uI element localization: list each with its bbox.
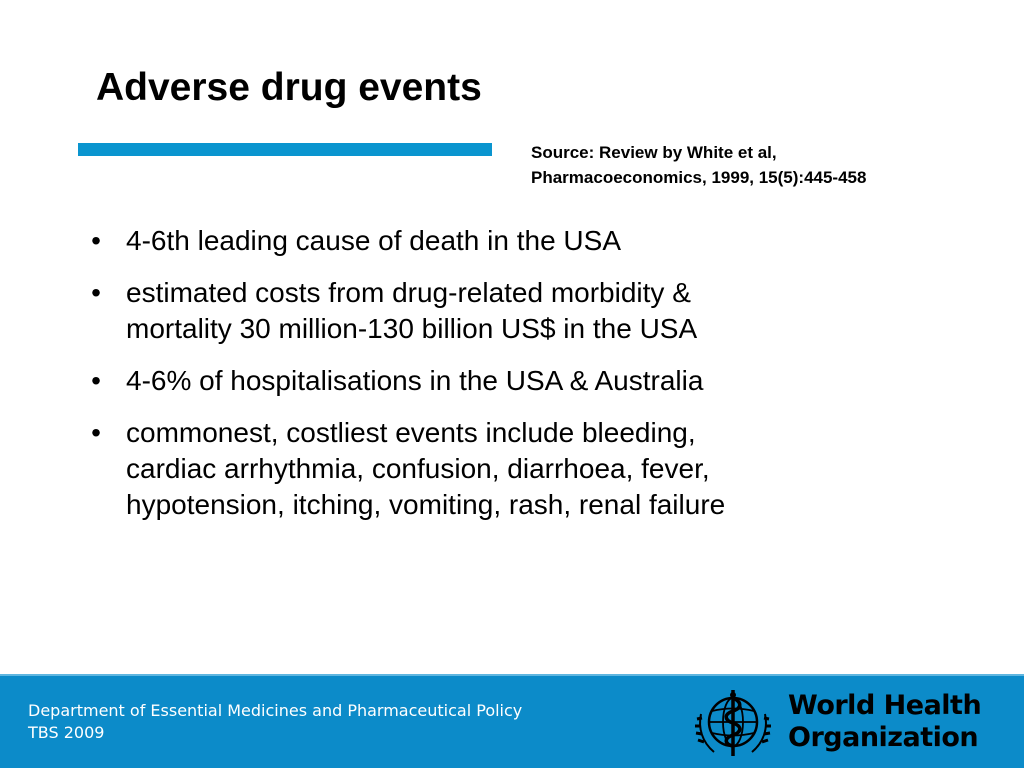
- who-wordmark-line-2: Organization: [788, 722, 979, 753]
- bullet-text: commonest, costliest events include blee…: [126, 417, 696, 448]
- bullet-item: • commonest, costliest events include bl…: [86, 415, 946, 523]
- bullet-text: estimated costs from drug-related morbid…: [126, 277, 691, 308]
- bullet-item: • 4-6% of hospitalisations in the USA & …: [86, 363, 946, 399]
- footer-department: Department of Essential Medicines and Ph…: [28, 700, 522, 744]
- footer-date-line: TBS 2009: [28, 723, 105, 742]
- who-wordmark: World Health Organization: [788, 690, 982, 754]
- bullet-dot: •: [91, 225, 101, 256]
- bullet-item: • estimated costs from drug-related morb…: [86, 275, 946, 347]
- source-citation: Source: Review by White et al, Pharmacoe…: [531, 140, 1011, 190]
- who-logo: World Health Organization: [694, 684, 984, 762]
- source-line-2: Pharmacoeconomics, 1999, 15(5):445-458: [531, 168, 867, 187]
- bullet-text: hypotension, itching, vomiting, rash, re…: [126, 489, 726, 520]
- footer-department-line: Department of Essential Medicines and Ph…: [28, 701, 523, 720]
- bullet-dot: •: [91, 365, 101, 396]
- bullet-text: mortality 30 million-130 billion US$ in …: [126, 313, 698, 344]
- source-line-1: Source: Review by White et al,: [531, 143, 777, 162]
- bullet-item: • 4-6th leading cause of death in the US…: [86, 223, 946, 259]
- footer-band: Department of Essential Medicines and Ph…: [0, 674, 1024, 768]
- bullet-text: 4-6% of hospitalisations in the USA & Au…: [126, 365, 704, 396]
- title-accent-bar: [78, 143, 492, 156]
- footer-divider: [0, 674, 1024, 676]
- bullet-text: cardiac arrhythmia, confusion, diarrhoea…: [126, 453, 710, 484]
- slide-title: Adverse drug events: [96, 66, 482, 109]
- bullet-list: • 4-6th leading cause of death in the US…: [86, 223, 946, 539]
- bullet-dot: •: [91, 417, 101, 448]
- bullet-dot: •: [91, 277, 101, 308]
- who-wordmark-line-1: World Health: [788, 690, 982, 721]
- who-emblem-icon: [695, 690, 771, 756]
- bullet-text: 4-6th leading cause of death in the USA: [126, 225, 622, 256]
